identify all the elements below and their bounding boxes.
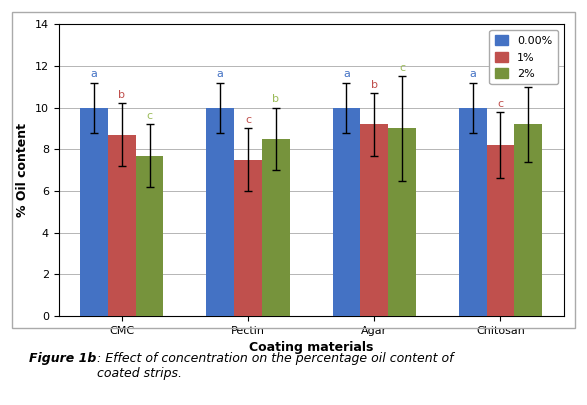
- Text: b: b: [525, 74, 532, 84]
- Text: b: b: [272, 94, 279, 104]
- Text: c: c: [147, 111, 153, 121]
- Bar: [108, 135, 136, 316]
- Bar: [333, 108, 360, 316]
- Bar: [136, 156, 163, 316]
- Bar: [207, 108, 234, 316]
- Text: a: a: [469, 70, 476, 79]
- Legend: 0.00%, 1%, 2%: 0.00%, 1%, 2%: [490, 30, 558, 84]
- Bar: [487, 145, 514, 316]
- Text: c: c: [245, 115, 251, 125]
- Text: a: a: [217, 70, 224, 79]
- Bar: [514, 124, 542, 316]
- Text: a: a: [343, 70, 350, 79]
- Text: a: a: [90, 70, 97, 79]
- Text: Figure 1b: Figure 1b: [29, 352, 97, 365]
- Text: b: b: [371, 80, 377, 90]
- Bar: [262, 139, 289, 316]
- Bar: [388, 128, 416, 316]
- Bar: [234, 160, 262, 316]
- Text: c: c: [399, 63, 405, 73]
- Bar: [80, 108, 108, 316]
- X-axis label: Coating materials: Coating materials: [249, 341, 373, 354]
- Bar: [459, 108, 487, 316]
- Y-axis label: % Oil content: % Oil content: [16, 123, 29, 217]
- Text: : Effect of concentration on the percentage oil content of
coated strips.: : Effect of concentration on the percent…: [97, 352, 453, 380]
- Bar: [360, 124, 388, 316]
- Text: c: c: [497, 99, 504, 109]
- Text: b: b: [119, 90, 125, 100]
